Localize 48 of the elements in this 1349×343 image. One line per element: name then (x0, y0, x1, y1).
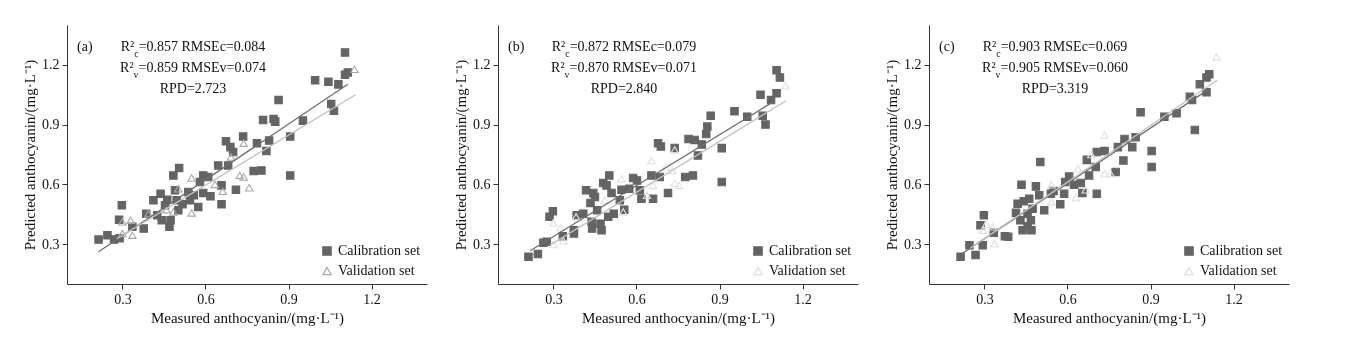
x-tick-label: 0.9 (280, 291, 298, 307)
annotation: (c) (939, 39, 955, 55)
y-tick-label: 0.3 (473, 236, 491, 252)
x-axis-title: Measured anthocyanin/(mg·L⁻¹) (581, 309, 776, 327)
y-axis-title: Predicted anthocyanin/(mg·L⁻¹) (22, 59, 39, 251)
y-tick-label: 0.3 (904, 236, 922, 252)
x-tick-label: 0.3 (545, 291, 563, 307)
y-tick-label: 0.9 (904, 117, 922, 133)
legend-label: Validation set (1200, 263, 1277, 278)
annotation: R²$_{c}$=0.872 RMSEc=0.079 (551, 39, 697, 59)
x-tick-label: 0.6 (197, 291, 215, 307)
y-tick-label: 0.6 (473, 176, 491, 192)
annotation: RPD=3.319 (1021, 81, 1089, 96)
annotation: (b) (508, 39, 525, 55)
y-axis-title: Predicted anthocyanin/(mg·L⁻¹) (453, 59, 470, 251)
legend-label: Validation set (338, 263, 415, 278)
x-tick-label: 0.3 (114, 291, 132, 307)
x-tick-label: 0.3 (976, 291, 994, 307)
annotation: R²$_{v}$=0.905 RMSEv=0.060 (982, 60, 1128, 80)
annotation: R²$_{c}$=0.903 RMSEc=0.069 (982, 39, 1128, 59)
x-tick-label: 0.6 (628, 291, 646, 307)
y-tick-label: 0.9 (473, 117, 491, 133)
legend-label: Calibration set (338, 243, 421, 258)
y-tick-label: 1.2 (473, 57, 491, 73)
annotation: RPD=2.723 (159, 81, 227, 96)
y-tick-label: 0.3 (42, 236, 60, 252)
y-axis-title: Predicted anthocyanin/(mg·L⁻¹) (884, 59, 901, 251)
y-tick-label: 1.2 (42, 57, 60, 73)
annotation: R²$_{v}$=0.859 RMSEv=0.074 (120, 60, 266, 80)
legend-label: Calibration set (1200, 243, 1283, 258)
x-tick-label: 1.2 (363, 291, 381, 307)
legend-label: Validation set (769, 263, 846, 278)
x-tick-label: 0.9 (1142, 291, 1160, 307)
y-tick-label: 0.6 (42, 176, 60, 192)
x-tick-label: 1.2 (794, 291, 812, 307)
annotation: R²$_{v}$=0.870 RMSEv=0.071 (551, 60, 697, 80)
annotation: R²$_{c}$=0.857 RMSEc=0.084 (120, 39, 266, 59)
x-tick-label: 0.6 (1059, 291, 1077, 307)
annotation: RPD=2.840 (590, 81, 658, 96)
annotation: (a) (77, 39, 93, 55)
legend-label: Calibration set (769, 243, 852, 258)
y-tick-label: 0.6 (904, 176, 922, 192)
y-tick-label: 0.9 (42, 117, 60, 133)
x-tick-label: 0.9 (711, 291, 729, 307)
x-axis-title: Measured anthocyanin/(mg·L⁻¹) (1012, 309, 1207, 327)
x-axis-title: Measured anthocyanin/(mg·L⁻¹) (150, 309, 345, 327)
y-tick-label: 1.2 (904, 57, 922, 73)
x-tick-label: 1.2 (1225, 291, 1243, 307)
